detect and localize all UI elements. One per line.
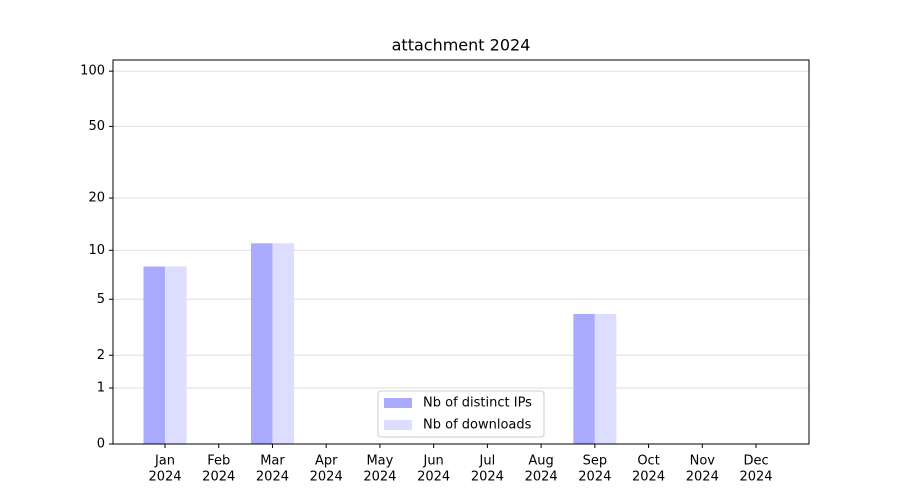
bar <box>573 313 595 444</box>
x-tick-label: Dec <box>743 454 768 469</box>
plot-frame <box>112 59 810 445</box>
bar <box>272 243 294 444</box>
legend-swatch <box>384 398 412 408</box>
x-tick-label: Mar <box>260 454 285 469</box>
bar <box>594 313 617 444</box>
bar <box>165 266 187 444</box>
x-tick-label: 2024 <box>686 470 719 485</box>
x-tick-label: Oct <box>637 454 659 469</box>
y-tick-label: 0 <box>97 437 105 452</box>
x-tick-label: Nov <box>690 454 716 469</box>
x-tick-label: 2024 <box>256 470 289 485</box>
x-tick-label: Jul <box>479 454 496 469</box>
x-tick-label: Jun <box>422 454 443 469</box>
y-tick-label: 100 <box>80 64 105 79</box>
y-tick-label: 2 <box>97 348 105 363</box>
x-tick-label: Jan <box>154 454 175 469</box>
chart-title: attachment 2024 <box>392 36 531 55</box>
x-tick-label: 2024 <box>363 470 396 485</box>
x-tick-label: Apr <box>315 454 338 469</box>
legend-label: Nb of downloads <box>423 418 532 433</box>
y-tick-label: 5 <box>97 292 105 307</box>
x-tick-label: 2024 <box>525 470 558 485</box>
legend-swatch <box>384 420 412 430</box>
legend-box <box>377 390 545 438</box>
x-tick-label: 2024 <box>148 470 181 485</box>
x-tick-label: 2024 <box>471 470 504 485</box>
x-tick-label: 2024 <box>310 470 343 485</box>
bar <box>143 266 165 444</box>
x-tick-label: 2024 <box>578 470 611 485</box>
y-tick-label: 1 <box>97 381 105 396</box>
x-tick-label: 2024 <box>632 470 665 485</box>
x-tick-label: 2024 <box>739 470 772 485</box>
legend-label: Nb of distinct IPs <box>423 396 532 411</box>
x-tick-label: Feb <box>207 454 230 469</box>
x-tick-label: 2024 <box>202 470 235 485</box>
bar <box>250 243 273 444</box>
x-tick-label: Aug <box>528 454 553 469</box>
y-tick-label: 20 <box>88 191 105 206</box>
x-tick-label: May <box>366 454 393 469</box>
y-tick-label: 10 <box>88 243 105 258</box>
x-tick-label: Sep <box>583 454 608 469</box>
x-tick-label: 2024 <box>417 470 450 485</box>
y-tick-label: 50 <box>88 119 105 134</box>
